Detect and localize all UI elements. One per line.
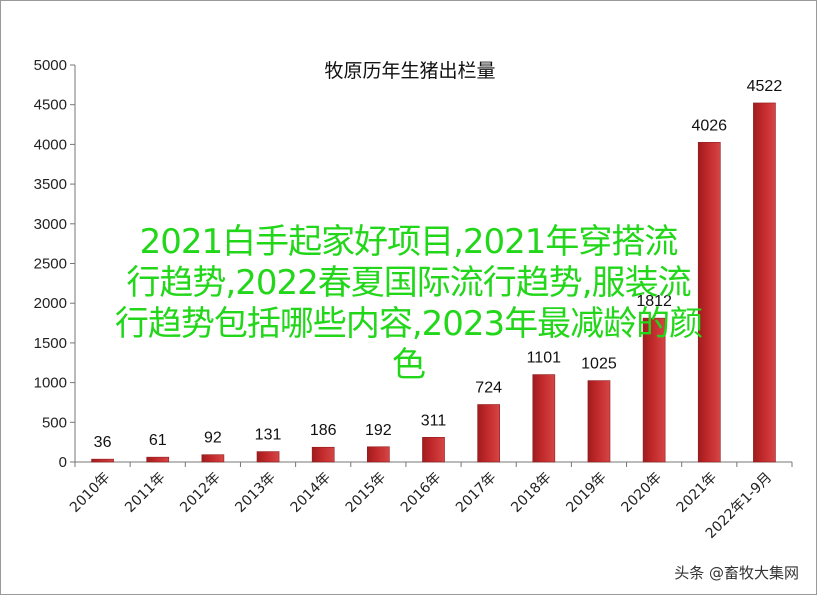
- y-tick-label: 1500: [34, 335, 67, 352]
- bar: [587, 380, 611, 463]
- bar: [422, 437, 445, 463]
- data-label: 36: [94, 434, 112, 451]
- x-tick-label: 2020年: [619, 470, 665, 516]
- data-label: 192: [365, 422, 392, 439]
- x-tick-label: 2016年: [398, 470, 444, 516]
- bar: [532, 374, 556, 463]
- y-tick-label: 0: [59, 454, 67, 471]
- data-label: 186: [310, 422, 337, 439]
- data-label: 4522: [747, 78, 783, 95]
- bar: [367, 446, 390, 463]
- y-tick-label: 2000: [34, 295, 67, 312]
- bar: [697, 142, 721, 463]
- data-label: 1812: [636, 293, 672, 310]
- data-label: 1025: [581, 356, 617, 373]
- y-axis: 0 500 1000 1500 2000 2500 3000 3500 4000 4500 5000: [34, 57, 76, 471]
- data-label: 1101: [527, 350, 562, 367]
- bar: [642, 317, 666, 463]
- bar: [146, 456, 170, 463]
- x-axis: 2010年 2011年 2012年 2013年 2014年 2015年 2016年 2017年…: [67, 461, 793, 542]
- bar: [753, 102, 776, 463]
- data-label: 131: [255, 427, 282, 444]
- data-label: 724: [475, 380, 502, 397]
- data-label: 61: [149, 432, 167, 449]
- x-tick-label: 2013年: [232, 470, 278, 516]
- watermark: 头条 @畜牧大集网: [674, 564, 799, 582]
- data-label: 4026: [691, 117, 727, 134]
- x-tick-label: 2012年: [177, 470, 223, 516]
- x-tick-label: 2010年: [67, 470, 113, 516]
- data-label: 311: [421, 412, 447, 429]
- y-tick-label: 3000: [34, 216, 67, 233]
- x-tick-label: 2014年: [288, 470, 334, 516]
- y-tick-label: 3500: [34, 176, 67, 193]
- x-tick-label: 2017年: [453, 470, 499, 516]
- x-tick-label: 2011年: [122, 470, 168, 516]
- y-tick-label: 500: [42, 414, 67, 431]
- y-tick-label: 4000: [34, 136, 67, 153]
- x-tick-label: 2018年: [508, 470, 554, 516]
- bar: [311, 446, 335, 463]
- x-tick-label: 2019年: [563, 470, 609, 516]
- bar: [201, 454, 225, 463]
- y-tick-label: 1000: [34, 375, 67, 392]
- data-labels: 36 61 92 131 186 192 311 724 1101 1025 1812 4026 452…: [94, 78, 783, 451]
- bar: [91, 458, 114, 463]
- bars: [91, 102, 776, 463]
- x-tick-label: 2021年: [674, 470, 720, 516]
- y-tick-label: 2500: [34, 256, 67, 273]
- chart-title: 牧原历年生猪出栏量: [324, 60, 495, 82]
- y-tick-label: 5000: [34, 57, 67, 74]
- x-tick-label: 2015年: [343, 470, 389, 516]
- bar: [256, 451, 280, 463]
- bar: [477, 404, 500, 463]
- y-tick-label: 4500: [34, 97, 67, 114]
- data-label: 92: [204, 430, 222, 447]
